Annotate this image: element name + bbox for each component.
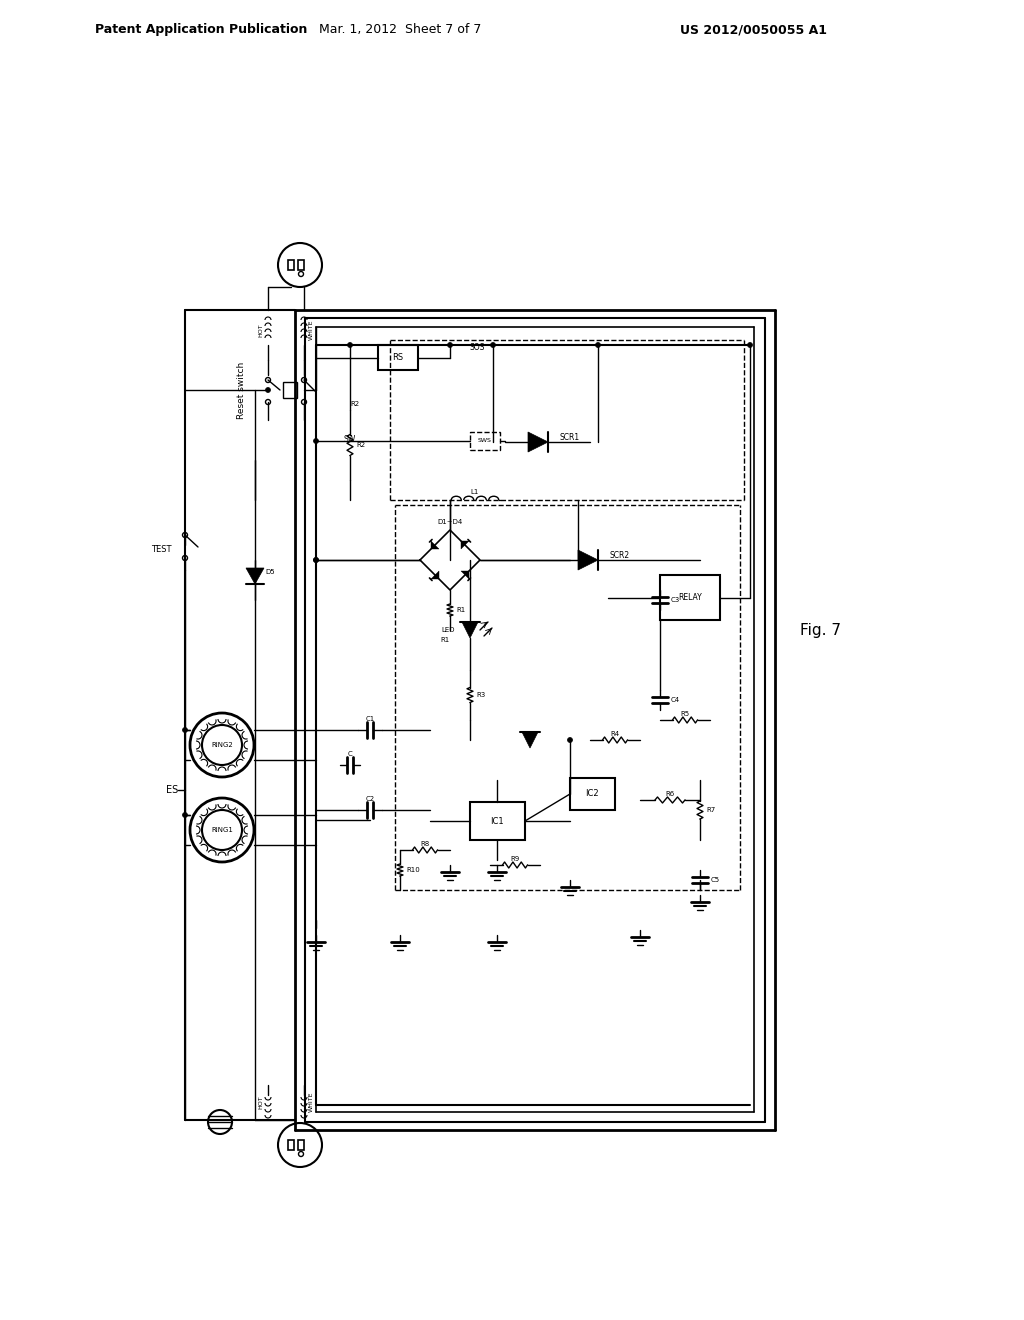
Text: Patent Application Publication: Patent Application Publication [95, 24, 307, 37]
Bar [288, 1140, 294, 1150]
Text: ES: ES [166, 785, 178, 795]
Text: R9: R9 [510, 855, 519, 862]
Text: R2: R2 [350, 401, 359, 407]
Circle shape [182, 813, 187, 817]
Text: Fig. 7: Fig. 7 [800, 623, 841, 638]
Text: R1: R1 [456, 607, 465, 612]
Text: SWS: SWS [478, 438, 492, 444]
Text: WHITE: WHITE [308, 319, 313, 341]
Text: RING1: RING1 [211, 828, 232, 833]
Polygon shape [246, 568, 264, 583]
Bar [378, 345, 418, 370]
Polygon shape [522, 733, 538, 748]
Text: R4: R4 [610, 731, 620, 737]
Circle shape [313, 557, 318, 562]
Text: SW: SW [344, 436, 356, 445]
Circle shape [596, 342, 600, 347]
Text: R1: R1 [440, 638, 450, 643]
Text: R3: R3 [476, 692, 485, 698]
Bar [570, 777, 615, 810]
Text: C4: C4 [671, 697, 680, 704]
Text: R2: R2 [356, 442, 366, 447]
Bar [470, 803, 525, 840]
Polygon shape [528, 432, 548, 451]
Polygon shape [462, 622, 478, 638]
Text: D1~D4: D1~D4 [437, 519, 463, 525]
Text: SCR1: SCR1 [560, 433, 581, 441]
Text: HOT: HOT [258, 323, 263, 337]
Bar [283, 381, 297, 399]
Text: IC2: IC2 [585, 789, 599, 799]
Text: C1: C1 [366, 715, 375, 722]
Polygon shape [578, 550, 598, 570]
Text: C5: C5 [711, 876, 720, 883]
Text: C2: C2 [366, 796, 375, 803]
Text: US 2012/0050055 A1: US 2012/0050055 A1 [680, 24, 827, 37]
Text: WHITE: WHITE [308, 1092, 313, 1113]
Bar [288, 260, 294, 271]
Text: SOS: SOS [470, 343, 485, 352]
Text: RS: RS [392, 354, 403, 363]
Text: D5: D5 [265, 569, 274, 576]
Text: R6: R6 [666, 791, 675, 797]
Bar [470, 432, 500, 450]
Text: LED: LED [441, 627, 455, 634]
Text: R5: R5 [680, 711, 689, 717]
Text: R8: R8 [421, 841, 430, 847]
Polygon shape [431, 541, 439, 549]
Text: RELAY: RELAY [678, 594, 701, 602]
Circle shape [265, 388, 270, 392]
Bar [298, 260, 304, 271]
Text: HOT: HOT [258, 1096, 263, 1109]
Text: Mar. 1, 2012  Sheet 7 of 7: Mar. 1, 2012 Sheet 7 of 7 [318, 24, 481, 37]
Text: R10: R10 [406, 867, 420, 873]
Bar [660, 576, 720, 620]
Text: Reset switch: Reset switch [238, 362, 247, 418]
Text: C3: C3 [671, 597, 680, 603]
Text: TEST: TEST [152, 545, 172, 554]
Text: RING2: RING2 [211, 742, 232, 748]
Circle shape [347, 342, 352, 347]
Polygon shape [461, 541, 469, 549]
Circle shape [313, 557, 318, 562]
Circle shape [182, 727, 187, 733]
Text: R7: R7 [706, 807, 715, 813]
Text: IC1: IC1 [490, 817, 504, 825]
Text: L1: L1 [471, 488, 479, 495]
Circle shape [490, 342, 496, 347]
Circle shape [748, 342, 753, 347]
Polygon shape [431, 570, 439, 579]
Circle shape [313, 438, 318, 444]
Text: SCR2: SCR2 [610, 550, 630, 560]
Text: C: C [347, 751, 352, 756]
Bar [298, 1140, 304, 1150]
Circle shape [447, 342, 453, 347]
Polygon shape [461, 570, 469, 579]
Circle shape [567, 738, 572, 742]
